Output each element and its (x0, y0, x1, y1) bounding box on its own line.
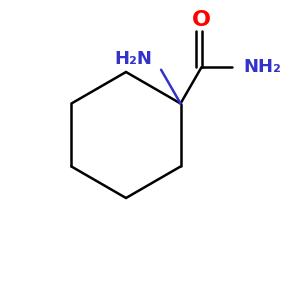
Text: O: O (192, 10, 211, 30)
Text: H₂N: H₂N (114, 50, 152, 68)
Text: NH₂: NH₂ (244, 58, 281, 76)
